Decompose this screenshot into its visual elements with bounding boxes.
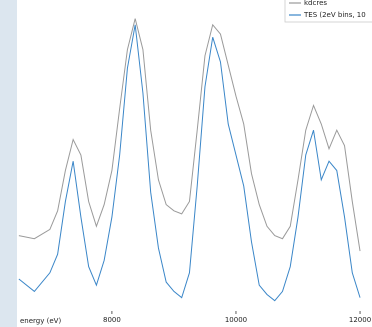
x-tick-label: 8000	[103, 316, 121, 324]
x-axis-label: energy (eV)	[20, 317, 61, 325]
legend-box	[284, 0, 372, 23]
legend-label: kdcres	[304, 0, 327, 7]
x-tick-label: 10000	[225, 316, 247, 324]
series-line	[18, 24, 361, 302]
plot-background	[17, 0, 372, 327]
x-tick-label: 12000	[349, 316, 371, 324]
series-line	[18, 18, 361, 252]
legend-label: TES (2eV bins, 10	[303, 11, 366, 19]
